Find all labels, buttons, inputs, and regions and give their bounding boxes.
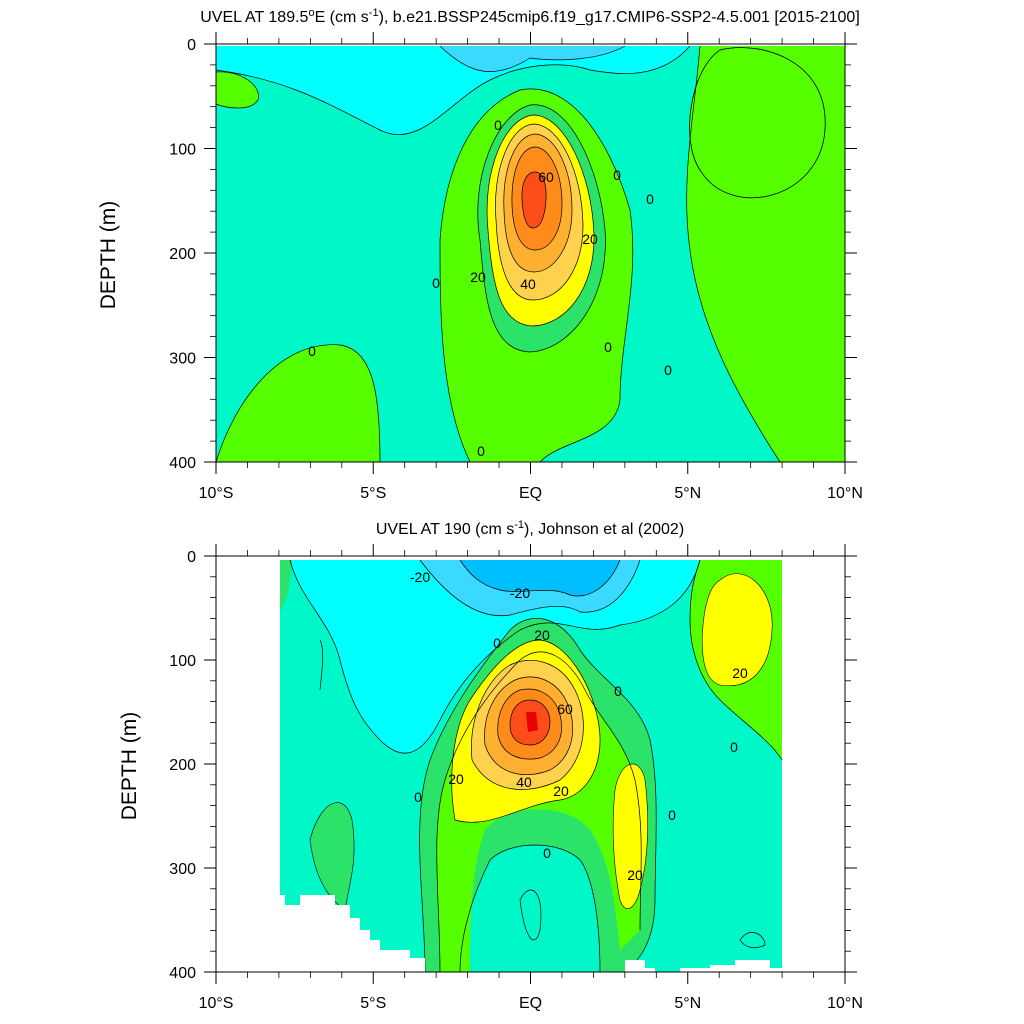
level-pos70 xyxy=(521,172,547,228)
y-tick-label: 300 xyxy=(169,351,196,368)
level-pos80 xyxy=(526,712,538,732)
contour-label: 60 xyxy=(557,701,573,717)
y-tick-label: 200 xyxy=(169,757,196,774)
x-tick-label: EQ xyxy=(519,995,542,1012)
contour-labels: -20 -20 20 0 0 0 0 0 20 40 60 20 20 20 0 xyxy=(410,569,748,883)
contour-label: 0 xyxy=(646,191,654,207)
panel-observed: UVEL AT 190 (cm s-1), Johnson et al (200… xyxy=(118,519,863,1012)
contour-label: 20 xyxy=(553,783,569,799)
level-neg10 xyxy=(216,46,690,135)
x-tick-label: 10°N xyxy=(827,485,863,502)
x-tick-label: 5°S xyxy=(360,485,386,502)
missing-data-left xyxy=(280,895,425,972)
panel-model: UVEL AT 189.5oE (cm s-1), b.e21.BSSP245c… xyxy=(97,7,863,502)
contour-label: 0 xyxy=(493,635,501,651)
y-tick-label: 0 xyxy=(187,549,196,566)
contour-label: 0 xyxy=(414,789,422,805)
y-tick-label: 400 xyxy=(169,965,196,982)
contour-label: 0 xyxy=(543,845,551,861)
contour-label: 0 xyxy=(308,343,316,359)
y-tick-label: 200 xyxy=(169,246,196,263)
blob-upper-left xyxy=(216,71,259,108)
contour-fill xyxy=(280,559,783,973)
y-tick-label: 0 xyxy=(187,37,196,54)
contour-label: 0 xyxy=(614,683,622,699)
contour-label: 0 xyxy=(668,807,676,823)
x-tick-label: 10°S xyxy=(199,485,234,502)
x-tick-label: 5°N xyxy=(674,995,701,1012)
contour-label: 20 xyxy=(470,269,486,285)
contour-label: 0 xyxy=(730,739,738,755)
blob-lower-left xyxy=(216,344,380,462)
patch-left-mid xyxy=(309,802,355,911)
contour-label: 0 xyxy=(613,167,621,183)
contour-label: 20 xyxy=(534,627,550,643)
y-tick-label: 100 xyxy=(169,142,196,159)
y-tick-label: 400 xyxy=(169,455,196,472)
contour-label: 20 xyxy=(627,867,643,883)
x-tick-label: 10°S xyxy=(199,995,234,1012)
y-tick-label: 100 xyxy=(169,653,196,670)
y-tick-label: 300 xyxy=(169,861,196,878)
contour-label: 40 xyxy=(516,774,532,790)
contour-label: 20 xyxy=(448,771,464,787)
contour-lines xyxy=(215,45,826,463)
contour-label: 0 xyxy=(604,339,612,355)
contour-label: 0 xyxy=(664,362,672,378)
y-axis-label: DEPTH (m) xyxy=(97,201,120,310)
x-tick-label: 5°N xyxy=(674,485,701,502)
chart-title: UVEL AT 189.5oE (cm s-1), b.e21.BSSP245c… xyxy=(200,7,860,26)
patch-mid-yellow xyxy=(612,763,649,909)
contour-labels: 0 0 0 0 0 0 0 0 20 20 40 60 xyxy=(308,117,672,459)
level-neg20 xyxy=(440,46,625,72)
contour-label: -20 xyxy=(410,569,430,585)
x-tick-label: EQ xyxy=(519,485,542,502)
contour-label: 0 xyxy=(494,117,502,133)
contour-label: 40 xyxy=(520,276,536,292)
contour-lines xyxy=(289,559,783,973)
contour-label: 20 xyxy=(732,665,748,681)
missing-data-right xyxy=(680,960,782,972)
chart-title: UVEL AT 190 (cm s-1), Johnson et al (200… xyxy=(376,519,684,538)
contour-label: 0 xyxy=(477,443,485,459)
contour-label: 20 xyxy=(582,231,598,247)
x-tick-label: 10°N xyxy=(827,995,863,1012)
patch-left-top xyxy=(280,560,292,610)
patch-right-yellow xyxy=(701,573,773,687)
x-tick-label: 5°S xyxy=(360,995,386,1012)
y-axis-label: DEPTH (m) xyxy=(118,712,141,821)
level-neg30 xyxy=(460,560,620,596)
contour-fill xyxy=(215,45,845,463)
contour-label: -20 xyxy=(510,585,530,601)
contour-label: 0 xyxy=(432,275,440,291)
contour-label: 60 xyxy=(538,169,554,185)
missing-data-mid xyxy=(625,960,655,972)
